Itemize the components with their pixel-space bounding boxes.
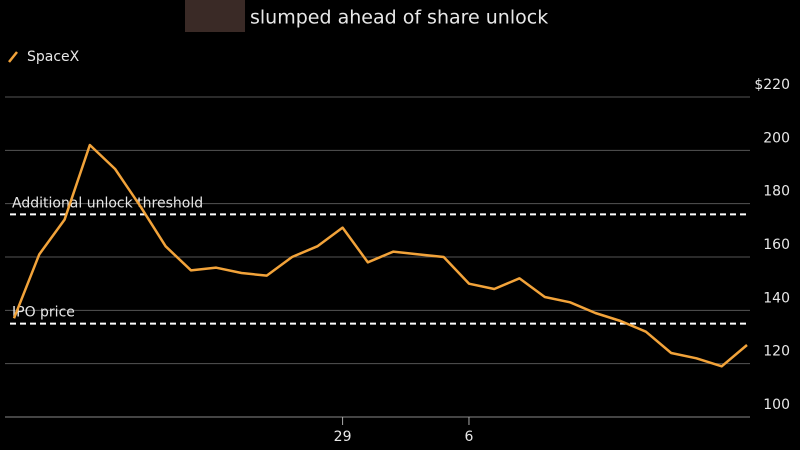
series-line	[12, 143, 748, 368]
y-tick-label: 120	[763, 344, 790, 360]
y-tick-label: 160	[763, 237, 790, 253]
y-tick-label: 100	[763, 397, 790, 413]
legend-label: SpaceX	[27, 49, 80, 65]
y-tick-label: $220	[754, 77, 790, 93]
thumbnail	[185, 0, 245, 32]
chart-subtitle: slumped ahead of share unlock	[250, 7, 548, 29]
annotation-label: Additional unlock threshold	[12, 195, 203, 211]
y-tick-label: 180	[763, 184, 790, 200]
x-tick-label: 6	[465, 429, 474, 445]
y-tick-label: 140	[763, 290, 790, 306]
legend-swatch	[8, 51, 18, 63]
x-tick-label: 29	[334, 429, 352, 445]
y-tick-label: 200	[763, 130, 790, 146]
annotation-label: IPO price	[12, 305, 75, 321]
